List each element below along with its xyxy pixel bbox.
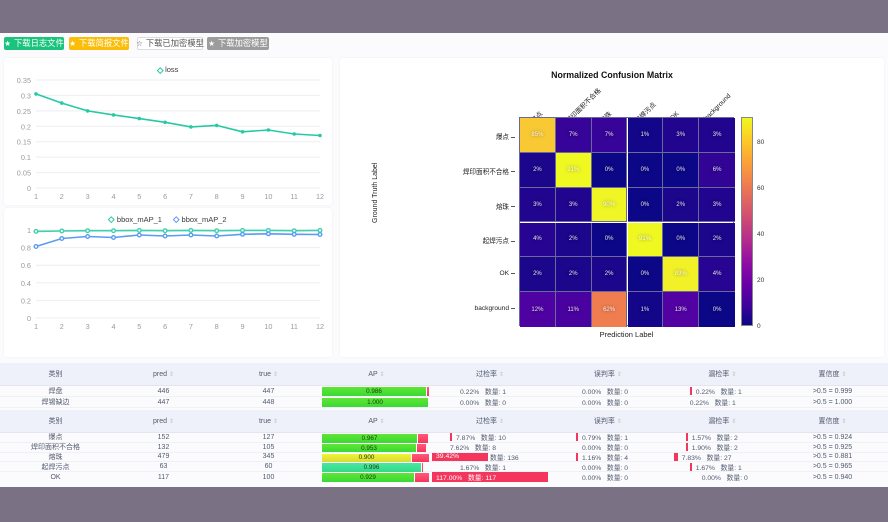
svg-text:0.25: 0.25 (17, 107, 31, 116)
svg-text:6: 6 (163, 322, 167, 331)
svg-text:11: 11 (290, 192, 298, 201)
svg-text:8: 8 (215, 192, 219, 201)
svg-text:0: 0 (27, 314, 31, 323)
svg-text:0: 0 (27, 184, 31, 193)
svg-text:0.05: 0.05 (17, 169, 31, 178)
svg-text:0.4: 0.4 (21, 278, 31, 287)
svg-text:10: 10 (264, 322, 272, 331)
svg-text:3: 3 (86, 322, 90, 331)
svg-text:0.2: 0.2 (21, 122, 31, 131)
svg-text:7: 7 (189, 322, 193, 331)
svg-text:10: 10 (264, 192, 272, 201)
svg-text:9: 9 (240, 192, 244, 201)
svg-text:0.1: 0.1 (21, 153, 31, 162)
svg-text:4: 4 (111, 192, 115, 201)
svg-text:4: 4 (111, 322, 115, 331)
svg-text:2: 2 (60, 322, 64, 331)
svg-text:0.15: 0.15 (17, 138, 31, 147)
svg-text:5: 5 (137, 322, 141, 331)
svg-text:0.8: 0.8 (21, 243, 31, 252)
svg-text:0.6: 0.6 (21, 261, 31, 270)
svg-text:8: 8 (215, 322, 219, 331)
svg-text:1: 1 (27, 226, 31, 235)
svg-text:0.35: 0.35 (17, 76, 31, 85)
svg-text:2: 2 (60, 192, 64, 201)
svg-text:1: 1 (34, 192, 38, 201)
svg-text:3: 3 (86, 192, 90, 201)
svg-text:12: 12 (316, 322, 324, 331)
svg-text:0.2: 0.2 (21, 296, 31, 305)
svg-text:12: 12 (316, 192, 324, 201)
svg-text:11: 11 (290, 322, 298, 331)
svg-text:1: 1 (34, 322, 38, 331)
svg-text:5: 5 (137, 192, 141, 201)
svg-text:7: 7 (189, 192, 193, 201)
svg-text:0.3: 0.3 (21, 91, 31, 100)
svg-text:6: 6 (163, 192, 167, 201)
svg-text:9: 9 (240, 322, 244, 331)
